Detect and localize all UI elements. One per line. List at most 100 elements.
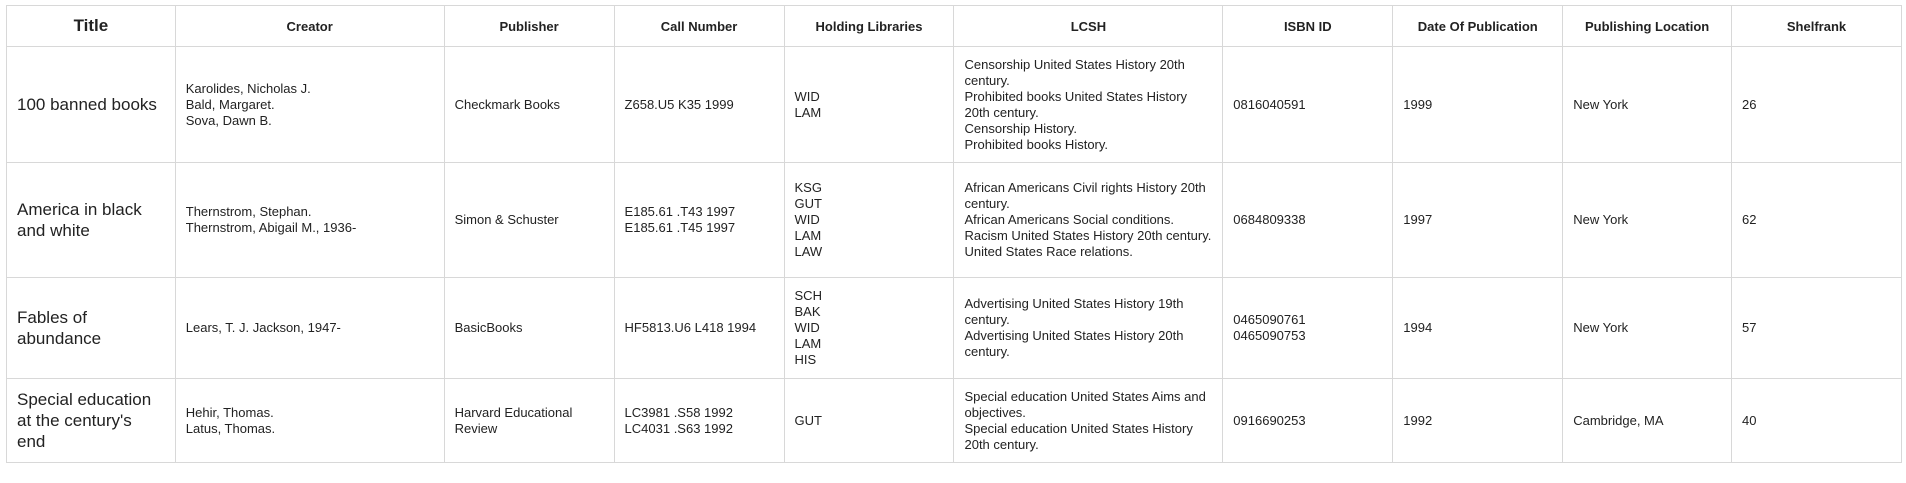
- library-code: WID: [794, 212, 820, 227]
- date-cell: 1994: [1392, 277, 1564, 379]
- subject-heading: United States Race relations.: [964, 244, 1133, 259]
- isbn-value: 0916690253: [1233, 412, 1306, 428]
- library-code: KSG: [794, 180, 822, 195]
- libraries-cell: WID LAM: [783, 46, 955, 163]
- publisher-cell: BasicBooks: [443, 277, 615, 379]
- publisher-name: Harvard Educational Review: [454, 404, 573, 436]
- column-header-date[interactable]: Date Of Publication: [1392, 5, 1564, 47]
- publisher-name: Simon & Schuster: [454, 212, 559, 227]
- date-cell: 1999: [1392, 46, 1564, 163]
- location-cell: Cambridge, MA: [1562, 378, 1732, 463]
- table-header-row: Title Creator Publisher Call Number Hold…: [6, 5, 1902, 47]
- column-header-title[interactable]: Title: [6, 5, 176, 47]
- shelfrank-cell: 40: [1731, 378, 1902, 463]
- table-row: 100 banned books Karolides, Nicholas J. …: [6, 46, 1902, 163]
- shelfrank-cell: 26: [1731, 46, 1902, 163]
- location-cell: New York: [1562, 277, 1732, 379]
- creator-cell: Thernstrom, Stephan. Thernstrom, Abigail…: [174, 162, 445, 278]
- column-header-lcsh[interactable]: LCSH: [953, 5, 1224, 47]
- library-code: GUT: [794, 196, 822, 211]
- library-code: HIS: [794, 352, 817, 367]
- creator-name: Karolides, Nicholas J.: [185, 80, 311, 96]
- subject-heading: Advertising United States History 20th c…: [964, 328, 1184, 359]
- call-number-cell: HF5813.U6 L418 1994: [613, 277, 785, 379]
- shelfrank-cell: 57: [1731, 277, 1902, 379]
- creator-name: Thernstrom, Stephan.: [185, 204, 312, 219]
- lcsh-cell: Censorship United States History 20th ce…: [953, 46, 1224, 163]
- subject-heading: Special education United States Aims and…: [964, 388, 1206, 420]
- library-code: WID: [794, 88, 820, 104]
- subject-heading: Racism United States History 20th centur…: [964, 228, 1212, 243]
- subject-heading: Advertising United States History 19th c…: [964, 296, 1184, 327]
- table-row: Special education at the century's end H…: [6, 378, 1902, 463]
- publisher-name: BasicBooks: [454, 320, 523, 335]
- column-header-isbn[interactable]: ISBN ID: [1222, 5, 1394, 47]
- book-title[interactable]: Special education at the century's end: [17, 390, 152, 451]
- title-cell[interactable]: Special education at the century's end: [6, 378, 176, 463]
- creator-name: Lears, T. J. Jackson, 1947-: [185, 320, 341, 335]
- lcsh-cell: African Americans Civil rights History 2…: [953, 162, 1224, 278]
- isbn-value: 0465090753: [1233, 328, 1306, 343]
- library-code: LAM: [794, 336, 822, 351]
- call-number: E185.61 .T45 1997: [624, 220, 736, 235]
- results-table: Title Creator Publisher Call Number Hold…: [6, 5, 1902, 463]
- creator-name: Bald, Margaret.: [185, 96, 275, 112]
- column-header-location[interactable]: Publishing Location: [1562, 5, 1732, 47]
- isbn-cell: 0684809338: [1222, 162, 1394, 278]
- lcsh-cell: Advertising United States History 19th c…: [953, 277, 1224, 379]
- book-title[interactable]: Fables of abundance: [17, 308, 102, 348]
- creator-name: Sova, Dawn B.: [185, 112, 272, 128]
- publisher-cell: Checkmark Books: [443, 46, 615, 163]
- column-header-shelfrank[interactable]: Shelfrank: [1731, 5, 1902, 47]
- publisher-cell: Harvard Educational Review: [443, 378, 615, 463]
- column-header-holding-libraries[interactable]: Holding Libraries: [783, 5, 955, 47]
- column-header-creator[interactable]: Creator: [174, 5, 445, 47]
- subject-heading: Censorship History.: [964, 120, 1077, 136]
- subject-heading: African Americans Civil rights History 2…: [964, 180, 1206, 211]
- creator-cell: Karolides, Nicholas J. Bald, Margaret. S…: [174, 46, 445, 163]
- libraries-cell: KSG GUT WID LAM LAW: [783, 162, 955, 278]
- subject-heading: Prohibited books History.: [964, 136, 1109, 152]
- call-number: LC4031 .S63 1992: [624, 420, 733, 436]
- subject-heading: Censorship United States History 20th ce…: [964, 56, 1185, 88]
- library-code: BAK: [794, 304, 821, 319]
- publisher-name: Checkmark Books: [454, 96, 561, 112]
- isbn-value: 0684809338: [1233, 212, 1306, 227]
- column-header-publisher[interactable]: Publisher: [443, 5, 615, 47]
- title-cell[interactable]: 100 banned books: [6, 46, 176, 163]
- shelfrank-cell: 62: [1731, 162, 1902, 278]
- location-cell: New York: [1562, 46, 1732, 163]
- call-number-cell: Z658.U5 K35 1999: [613, 46, 785, 163]
- call-number: E185.61 .T43 1997: [624, 204, 736, 219]
- creator-name: Thernstrom, Abigail M., 1936-: [185, 220, 357, 235]
- column-header-call-number[interactable]: Call Number: [613, 5, 785, 47]
- isbn-cell: 0465090761 0465090753: [1222, 277, 1394, 379]
- isbn-cell: 0916690253: [1222, 378, 1394, 463]
- subject-heading: Special education United States History …: [964, 420, 1193, 452]
- book-title[interactable]: 100 banned books: [17, 95, 157, 114]
- results-table-container: Title Creator Publisher Call Number Hold…: [6, 5, 1902, 463]
- date-cell: 1992: [1392, 378, 1564, 463]
- book-title[interactable]: America in black and white: [17, 200, 142, 240]
- call-number-cell: LC3981 .S58 1992 LC4031 .S63 1992: [613, 378, 785, 463]
- table-row: America in black and white Thernstrom, S…: [6, 162, 1902, 278]
- libraries-cell: GUT: [783, 378, 955, 463]
- call-number: LC3981 .S58 1992: [624, 404, 733, 420]
- subject-heading: African Americans Social conditions.: [964, 212, 1175, 227]
- creator-name: Hehir, Thomas.: [185, 404, 274, 420]
- table-row: Fables of abundance Lears, T. J. Jackson…: [6, 277, 1902, 379]
- subject-heading: Prohibited books United States History 2…: [964, 88, 1188, 120]
- title-cell[interactable]: Fables of abundance: [6, 277, 176, 379]
- libraries-cell: SCH BAK WID LAM HIS: [783, 277, 955, 379]
- library-code: GUT: [794, 412, 822, 428]
- lcsh-cell: Special education United States Aims and…: [953, 378, 1224, 463]
- call-number-cell: E185.61 .T43 1997 E185.61 .T45 1997: [613, 162, 785, 278]
- title-cell[interactable]: America in black and white: [6, 162, 176, 278]
- publisher-cell: Simon & Schuster: [443, 162, 615, 278]
- library-code: SCH: [794, 288, 822, 303]
- library-code: LAM: [794, 228, 822, 243]
- isbn-cell: 0816040591: [1222, 46, 1394, 163]
- creator-cell: Hehir, Thomas. Latus, Thomas.: [174, 378, 445, 463]
- creator-cell: Lears, T. J. Jackson, 1947-: [174, 277, 445, 379]
- date-cell: 1997: [1392, 162, 1564, 278]
